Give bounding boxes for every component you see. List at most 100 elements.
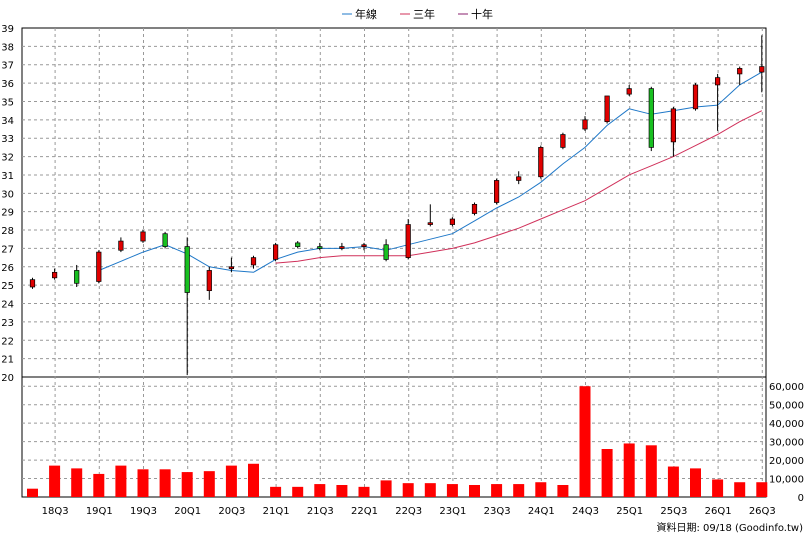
price-tick-label: 27 — [1, 244, 14, 255]
candle — [714, 73, 721, 131]
volume-bar — [27, 488, 38, 497]
price-tick-label: 24 — [1, 300, 14, 311]
time-tick-label: 21Q1 — [263, 506, 290, 517]
legend-label: 十年 — [471, 7, 493, 21]
time-tick-label: 26Q1 — [705, 506, 732, 517]
data-date-footer: 資料日期: 09/18 (Goodinfo.tw) — [656, 521, 803, 534]
volume-bar — [601, 449, 613, 497]
candle — [471, 202, 478, 216]
legend-label: 三年 — [413, 7, 435, 21]
price-tick-label: 25 — [1, 281, 14, 292]
time-tick-label: 22Q3 — [395, 506, 422, 517]
candle — [206, 266, 212, 300]
candle — [228, 257, 234, 273]
volume-tick-label: 50,000 — [769, 401, 804, 412]
volume-bar — [181, 472, 193, 497]
volume-bar — [115, 465, 127, 497]
volume-bar — [402, 483, 414, 497]
price-tick-label: 34 — [1, 116, 14, 127]
candle — [361, 242, 367, 251]
volume-bar — [469, 485, 480, 497]
candle — [560, 132, 566, 150]
price-tick-label: 31 — [1, 171, 14, 182]
time-tick-label: 25Q1 — [616, 506, 643, 517]
volume-bar — [667, 466, 679, 497]
candle — [162, 231, 168, 249]
volume-bar — [225, 465, 237, 497]
candle — [582, 116, 588, 131]
ma-line-1 — [98, 71, 763, 273]
volume-tick-label: 30,000 — [769, 438, 804, 449]
volume-bar — [248, 463, 259, 497]
price-tick-label: 35 — [1, 97, 14, 108]
volume-bar — [535, 482, 547, 497]
time-axis: 18Q3 19Q1 19Q3 20Q1 20Q3 21Q1 21Q3 22Q1 22Q3 23Q1… — [42, 506, 776, 517]
price-tick-label: 33 — [1, 134, 14, 145]
candle — [670, 106, 677, 157]
volume-tick-label: 10,000 — [769, 475, 804, 486]
candle — [317, 242, 323, 251]
price-tick-label: 37 — [1, 61, 14, 72]
candle — [140, 230, 146, 243]
time-tick-label: 20Q1 — [174, 506, 201, 517]
volume-bar — [336, 485, 348, 497]
candle — [118, 237, 124, 253]
volume-plot-area — [21, 376, 767, 498]
price-plot-area — [21, 27, 767, 378]
time-tick-label: 18Q3 — [42, 506, 69, 517]
volume-bar — [579, 386, 591, 497]
time-tick-label: 22Q1 — [351, 506, 378, 517]
volume-bar — [623, 443, 635, 497]
grid-lines — [22, 28, 766, 497]
volume-bar — [446, 484, 458, 497]
price-tick-label: 30 — [1, 189, 14, 200]
volume-bar — [557, 485, 569, 497]
candle — [538, 145, 544, 179]
volume-bar — [756, 482, 768, 497]
candle — [626, 84, 632, 96]
volume-bar — [491, 484, 503, 497]
time-tick-label: 19Q3 — [130, 506, 157, 517]
time-tick-label: 25Q3 — [660, 506, 687, 517]
candle — [96, 250, 102, 284]
candle — [273, 242, 279, 262]
time-tick-label: 20Q3 — [218, 506, 245, 517]
volume-axis: 0 10,000 20,000 30,000 40,000 50,000 60,000 — [769, 382, 804, 504]
volume-tick-label: 0 — [798, 493, 804, 504]
candle — [449, 217, 455, 227]
candle — [737, 66, 743, 85]
price-axis: 20 21 22 23 24 25 26 27 28 29 30 31 32 33 34 35 36 37 38 39 — [1, 24, 14, 384]
price-tick-label: 22 — [1, 336, 14, 347]
volume-tick-label: 20,000 — [769, 456, 804, 467]
candle — [184, 237, 190, 376]
volume-bar — [645, 445, 657, 497]
volume-bar — [270, 486, 282, 497]
candle — [648, 86, 654, 152]
volume-bar — [513, 484, 525, 497]
price-tick-label: 26 — [1, 263, 14, 274]
price-tick-label: 21 — [1, 355, 14, 366]
volume-bar — [71, 468, 83, 497]
volume-bars — [27, 386, 768, 497]
time-tick-label: 26Q3 — [749, 506, 776, 517]
candle — [74, 264, 80, 287]
volume-bar — [690, 468, 701, 497]
price-tick-label: 36 — [1, 79, 14, 90]
legend-label: 年線 — [355, 7, 377, 21]
volume-bar — [380, 480, 392, 497]
moving-average-lines — [98, 71, 763, 273]
candle — [295, 241, 301, 249]
volume-bar — [159, 469, 171, 497]
price-tick-label: 29 — [1, 208, 14, 219]
candle — [405, 219, 411, 260]
legend: 年線 三年 十年 — [342, 7, 493, 21]
time-tick-label: 21Q3 — [307, 506, 334, 517]
volume-bar — [93, 473, 105, 497]
volume-bar — [203, 471, 215, 497]
price-tick-label: 39 — [1, 24, 14, 35]
candle — [759, 35, 765, 93]
price-tick-label: 23 — [1, 318, 14, 329]
candlesticks — [29, 35, 765, 376]
volume-bar — [712, 479, 724, 497]
